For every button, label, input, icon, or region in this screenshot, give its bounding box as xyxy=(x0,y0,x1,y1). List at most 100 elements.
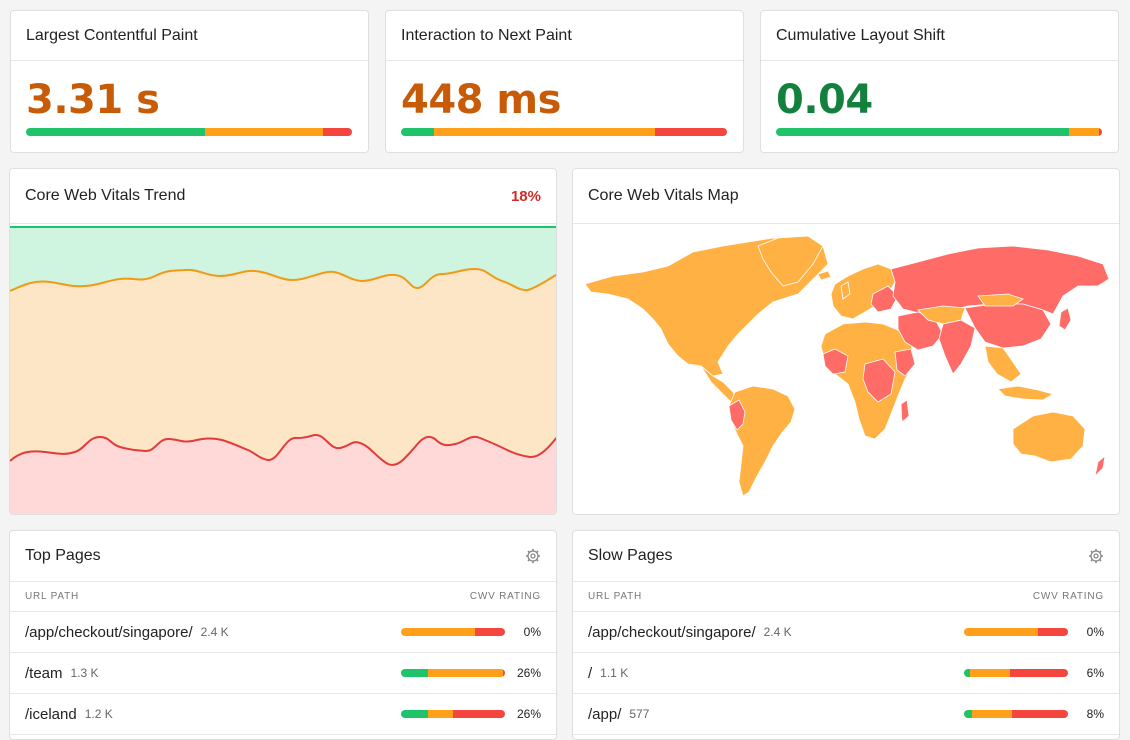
row-path[interactable]: /app/checkout/singapore/ xyxy=(25,623,193,641)
row-count: 1.3 K xyxy=(70,666,99,680)
poor-segment xyxy=(1037,628,1068,636)
needs-improvement-segment xyxy=(433,128,656,136)
table-row[interactable]: /iceland 1.2 K 26% xyxy=(10,694,556,735)
trend-chart[interactable] xyxy=(10,224,557,515)
trend-percent: 18% xyxy=(510,187,541,205)
needs-improvement-segment xyxy=(428,710,453,718)
metric-header: Interaction to Next Paint xyxy=(386,11,743,61)
poor-segment xyxy=(655,128,727,136)
trend-card: Core Web Vitals Trend 18% xyxy=(9,168,557,515)
needs-improvement-segment xyxy=(401,628,475,636)
good-segment xyxy=(964,710,973,718)
table-row[interactable]: / 1.1 K 6% xyxy=(573,653,1119,694)
row-count: 1.2 K xyxy=(84,707,113,721)
slow-pages-header: Slow Pages xyxy=(573,531,1119,582)
row-path[interactable]: /app/ xyxy=(588,705,622,723)
col-url-path[interactable]: URL PATH xyxy=(25,591,79,602)
row-rating-bar xyxy=(401,669,505,677)
row-rating-bar xyxy=(964,710,1068,718)
good-segment xyxy=(26,128,206,136)
row-path[interactable]: /app/checkout/singapore/ xyxy=(588,623,756,641)
row-rating-bar xyxy=(964,628,1068,636)
map-east-africa xyxy=(894,348,916,377)
column-headers: URL PATH CWV RATING xyxy=(573,582,1119,612)
needs-improvement-segment xyxy=(964,628,1038,636)
map-japan xyxy=(1058,307,1072,331)
map-west-africa xyxy=(822,348,849,375)
row-path[interactable]: /team xyxy=(25,664,63,682)
map-indonesia xyxy=(997,385,1055,401)
good-segment xyxy=(401,128,434,136)
needs-improvement-segment xyxy=(205,128,323,136)
map-eastern-europe xyxy=(870,285,899,313)
slow-pages-card: Slow Pages URL PATH CWV RATING /app/chec… xyxy=(572,530,1120,740)
metric-card-inp: Interaction to Next Paint 448 ms xyxy=(385,10,744,153)
metric-value: 0.04 xyxy=(776,77,873,123)
top-pages-title: Top Pages xyxy=(25,547,101,564)
trend-header: Core Web Vitals Trend 18% xyxy=(10,169,556,224)
map-madagascar xyxy=(900,399,910,423)
needs-improvement-segment xyxy=(428,669,503,677)
metric-card-cls: Cumulative Layout Shift 0.04 xyxy=(760,10,1119,153)
poor-segment xyxy=(1009,669,1068,677)
map-card: Core Web Vitals Map xyxy=(572,168,1120,515)
poor-segment xyxy=(502,669,505,677)
col-cwv-rating[interactable]: CWV RATING xyxy=(469,591,541,602)
metric-title: Largest Contentful Paint xyxy=(26,26,198,44)
row-count: 2.4 K xyxy=(763,625,792,639)
col-url-path[interactable]: URL PATH xyxy=(588,591,642,602)
metric-distribution-bar xyxy=(401,128,727,136)
map-mongolia xyxy=(977,293,1024,307)
metric-header: Largest Contentful Paint xyxy=(11,11,368,61)
top-pages-card: Top Pages URL PATH CWV RATING /app/check… xyxy=(9,530,557,740)
row-percent: 6% xyxy=(1086,666,1104,680)
table-row[interactable]: /app/checkout/singapore/ 2.4 K 0% xyxy=(573,612,1119,653)
poor-segment xyxy=(1011,710,1068,718)
gear-icon[interactable] xyxy=(525,548,541,564)
trend-poor-line xyxy=(10,434,556,466)
row-percent: 0% xyxy=(523,625,541,639)
row-count: 1.1 K xyxy=(600,666,629,680)
good-segment xyxy=(964,669,971,677)
trend-needs-improvement-line xyxy=(10,267,556,292)
row-path[interactable]: / xyxy=(588,664,593,682)
map-south-america xyxy=(728,385,796,497)
metric-distribution-bar xyxy=(776,128,1102,136)
poor-segment xyxy=(452,710,505,718)
world-map[interactable] xyxy=(573,224,1120,515)
map-southeast-asia xyxy=(984,345,1022,383)
metric-distribution-bar xyxy=(26,128,352,136)
row-count: 2.4 K xyxy=(200,625,229,639)
map-central-asia xyxy=(917,305,966,325)
map-greenland xyxy=(757,235,824,287)
table-row[interactable]: /app/ 577 8% xyxy=(573,694,1119,735)
metric-card-lcp: Largest Contentful Paint 3.31 s xyxy=(10,10,369,153)
row-percent: 26% xyxy=(516,707,541,721)
map-india xyxy=(938,319,976,375)
poor-segment xyxy=(322,128,352,136)
metric-header: Cumulative Layout Shift xyxy=(761,11,1118,61)
map-china xyxy=(964,303,1052,349)
table-row[interactable]: /team 1.3 K 26% xyxy=(10,653,556,694)
row-count: 577 xyxy=(629,707,650,721)
trend-poor-area xyxy=(10,434,556,514)
metric-title: Cumulative Layout Shift xyxy=(776,26,945,44)
row-rating-bar xyxy=(401,628,505,636)
map-central-africa xyxy=(862,358,896,403)
gear-icon[interactable] xyxy=(1088,548,1104,564)
map-peru xyxy=(728,399,746,431)
row-path[interactable]: /iceland xyxy=(25,705,77,723)
needs-improvement-segment xyxy=(972,710,1012,718)
poor-segment xyxy=(474,628,505,636)
table-row[interactable]: /app/checkout/singapore/ 2.4 K 0% xyxy=(10,612,556,653)
needs-improvement-segment xyxy=(1069,128,1099,136)
row-rating-bar xyxy=(401,710,505,718)
metric-value: 3.31 s xyxy=(26,77,160,123)
good-segment xyxy=(776,128,1070,136)
trend-title: Core Web Vitals Trend xyxy=(25,187,186,204)
map-iceland xyxy=(817,270,832,281)
good-segment xyxy=(401,710,429,718)
map-australia xyxy=(1012,411,1086,463)
metric-value: 448 ms xyxy=(401,77,561,123)
col-cwv-rating[interactable]: CWV RATING xyxy=(1032,591,1104,602)
